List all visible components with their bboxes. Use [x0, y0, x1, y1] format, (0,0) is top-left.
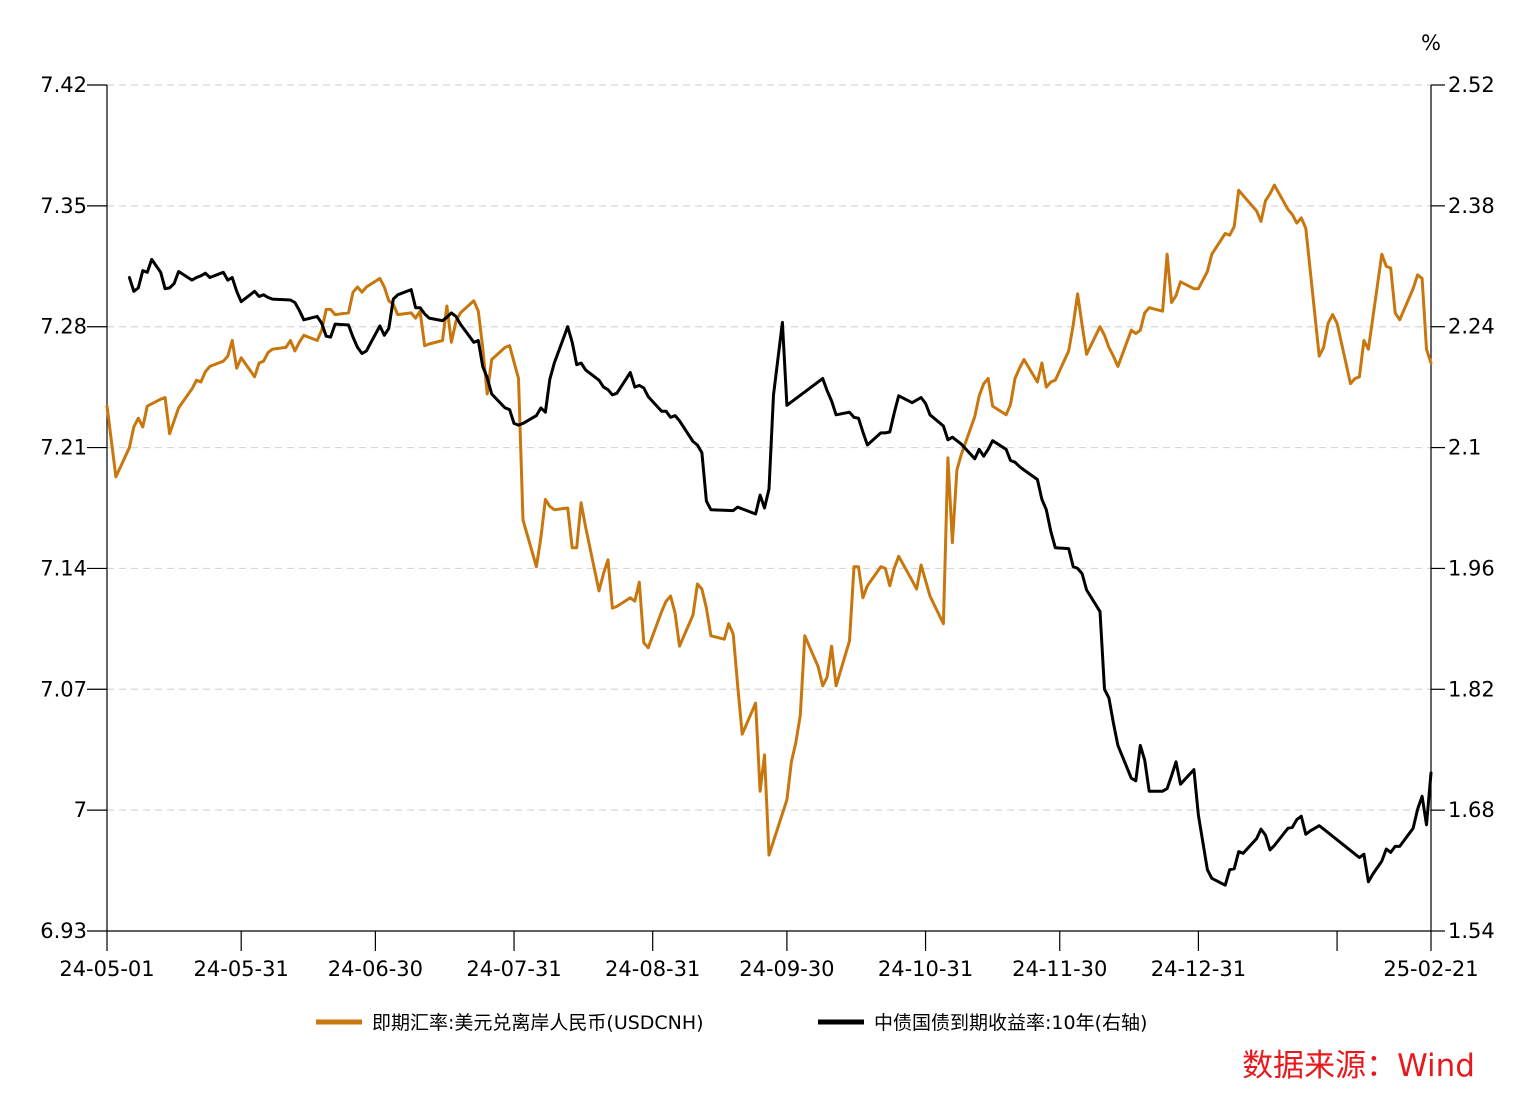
series-line-fx [105, 183, 1433, 857]
x-tick-label: 24-10-31 [878, 957, 973, 981]
source-label: 数据来源：Wind [1242, 1048, 1475, 1084]
right-tick-label: 2.1 [1448, 436, 1481, 460]
right-tick-label: 2.52 [1448, 73, 1495, 97]
right-tick-label: 1.54 [1448, 919, 1495, 943]
right-tick-label: 2.24 [1448, 315, 1495, 339]
x-tick-label: 24-06-30 [328, 957, 423, 981]
right-tick-label: 2.38 [1448, 194, 1495, 218]
left-tick-label: 7 [74, 798, 87, 822]
axes: % [106, 31, 1441, 932]
x-tick-label: 24-09-30 [739, 957, 834, 981]
series-line-yield [127, 257, 1433, 887]
right-axis-unit: % [1421, 31, 1441, 55]
x-tick-label: 24-12-31 [1151, 957, 1246, 981]
left-tick-label: 7.21 [40, 436, 87, 460]
x-axis-ticks: 24-05-01 24-05-31 24-06-30 24-07-31 24-08-31… [59, 931, 1479, 981]
x-tick-label: 25-02-21 [1383, 957, 1478, 981]
left-tick-label: 7.42 [40, 73, 87, 97]
legend: 即期汇率:美元兑离岸人民币(USDCNH) 中债国债到期收益率:10年(右轴) [316, 1012, 1147, 1034]
grid-lines [107, 84, 1431, 811]
left-tick-label: 7.28 [40, 315, 87, 339]
left-tick-label: 7.07 [40, 677, 87, 701]
left-tick-label: 6.93 [40, 919, 87, 943]
x-tick-label: 24-08-31 [605, 957, 700, 981]
legend-label-yield: 中债国债到期收益率:10年(右轴) [874, 1012, 1147, 1034]
legend-label-fx: 即期汇率:美元兑离岸人民币(USDCNH) [372, 1012, 704, 1034]
x-tick-label: 24-05-31 [194, 957, 289, 981]
left-tick-label: 7.35 [40, 194, 87, 218]
series-layer [105, 183, 1433, 887]
right-y-axis-ticks: 2.52 2.38 2.24 2.1 1.96 1.82 1.68 1.54 [1431, 73, 1495, 943]
left-y-axis-ticks: 7.42 7.35 7.28 7.21 7.14 7.07 7 6.93 [40, 73, 107, 943]
x-tick-label: 24-07-31 [466, 957, 561, 981]
left-tick-label: 7.14 [40, 556, 87, 580]
right-tick-label: 1.68 [1448, 798, 1495, 822]
right-tick-label: 1.96 [1448, 556, 1495, 580]
x-tick-label: 24-11-30 [1012, 957, 1107, 981]
x-tick-label: 24-05-01 [59, 957, 154, 981]
right-tick-label: 1.82 [1448, 677, 1495, 701]
